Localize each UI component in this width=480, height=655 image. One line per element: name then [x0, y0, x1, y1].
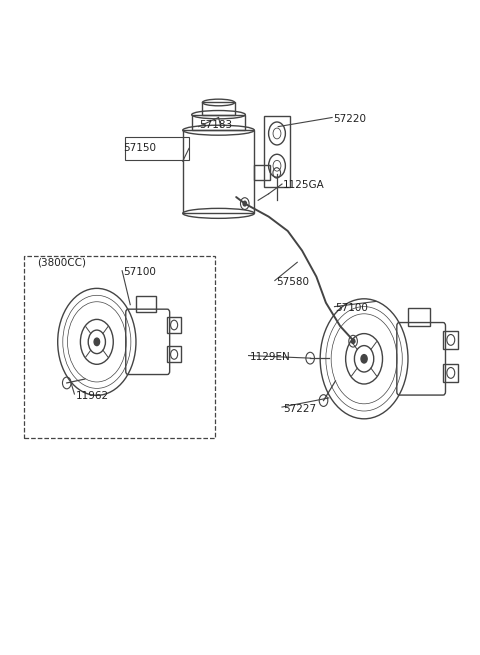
Text: 57183: 57183 — [199, 121, 233, 130]
Circle shape — [361, 354, 367, 363]
Text: 57100: 57100 — [336, 303, 368, 313]
Text: 11962: 11962 — [75, 391, 108, 401]
Text: 1125GA: 1125GA — [283, 180, 324, 191]
Text: 57227: 57227 — [283, 404, 316, 414]
Circle shape — [243, 201, 247, 206]
Text: 57100: 57100 — [123, 267, 156, 277]
Text: (3800CC): (3800CC) — [37, 257, 86, 267]
Text: 57150: 57150 — [123, 143, 156, 153]
Text: 57580: 57580 — [276, 277, 309, 287]
Text: 57220: 57220 — [333, 114, 366, 124]
Text: 1129EN: 1129EN — [250, 352, 290, 362]
Circle shape — [94, 338, 99, 346]
Circle shape — [351, 339, 355, 343]
